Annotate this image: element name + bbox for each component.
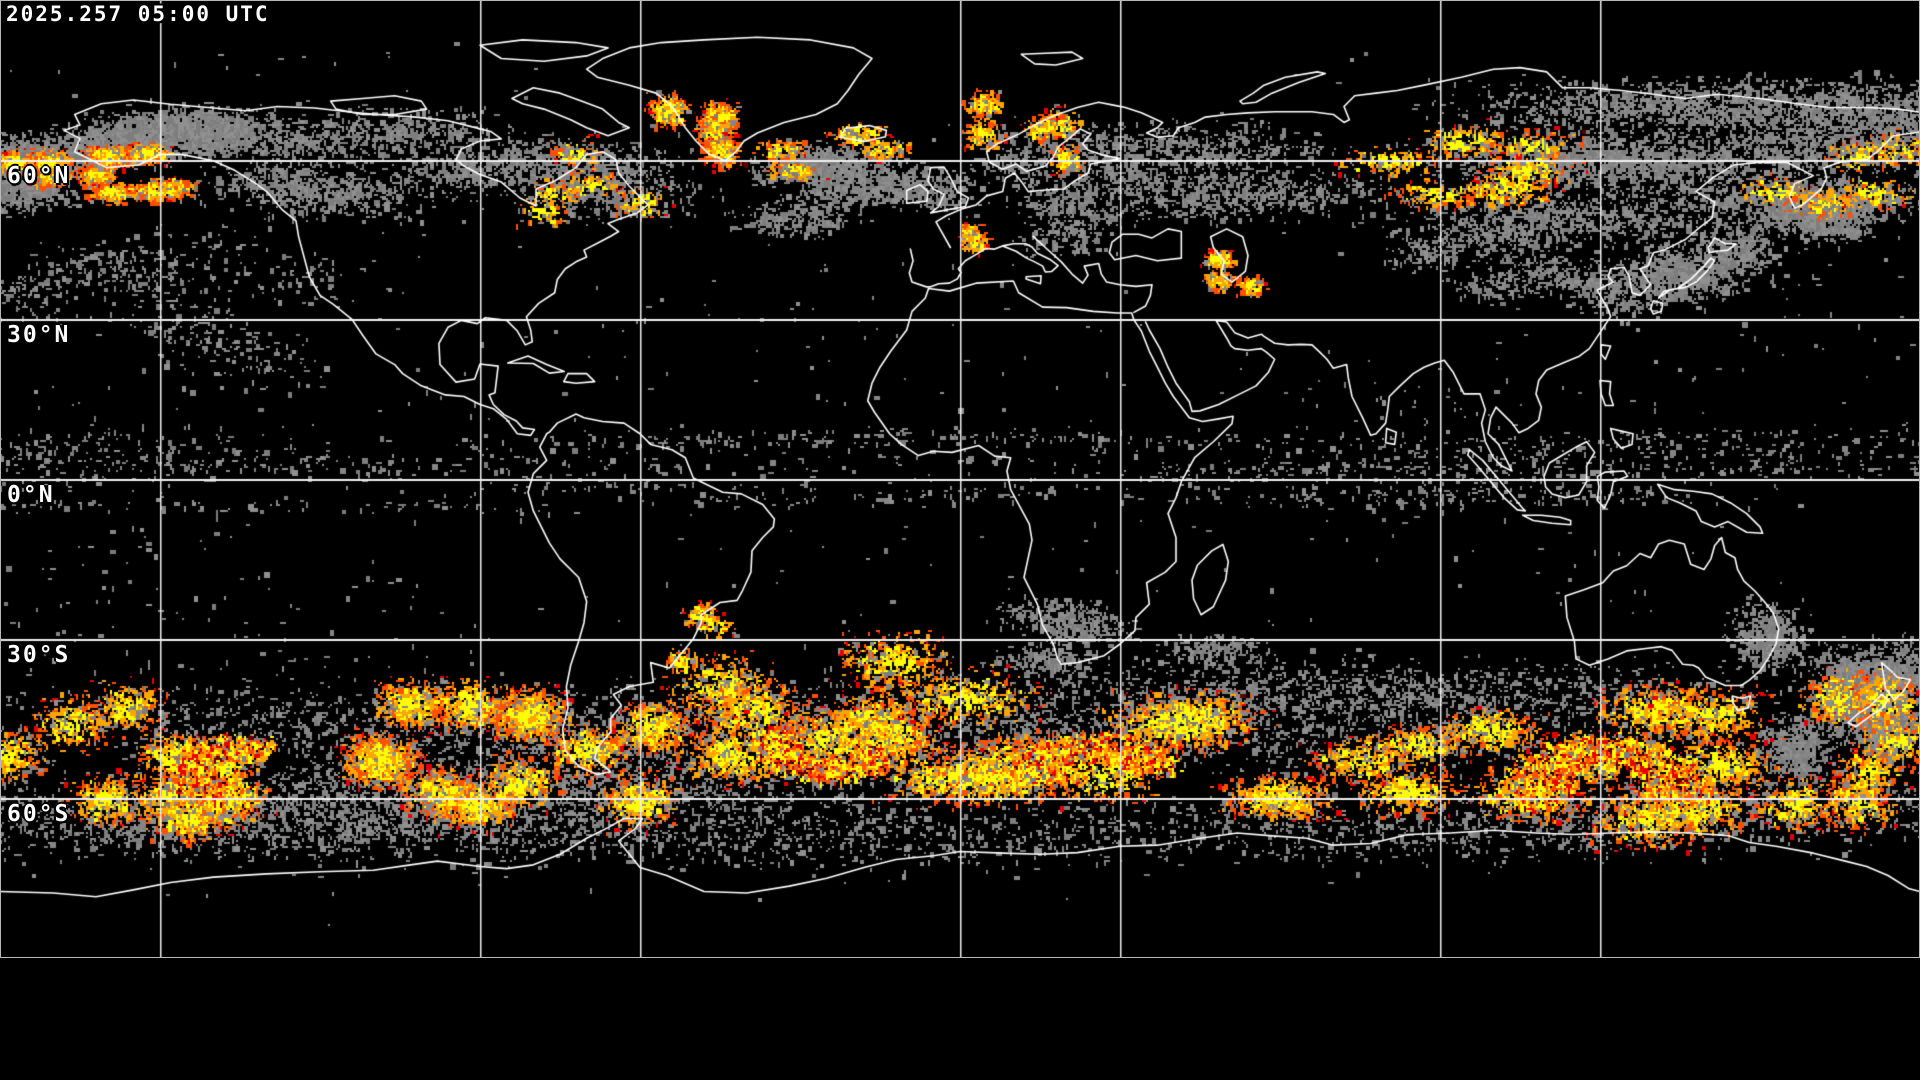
world-map: 2025.257 05:00 UTC 60°N 30°N 0°N 30°S 60°S <box>0 0 1920 958</box>
timestamp: 2025.257 05:00 UTC <box>6 2 270 26</box>
map-canvas <box>0 0 1920 958</box>
lat-label-60N: 60°N <box>7 162 71 189</box>
lat-label-0N: 0°N <box>7 482 55 508</box>
lat-label-30N: 30°N <box>7 322 71 349</box>
lat-label-60S: 60°S <box>7 801 71 828</box>
legend: SLW Large Drop Index 13.5-1616-1919-2222… <box>0 958 1920 1080</box>
lat-label-30S: 30°S <box>7 641 71 668</box>
